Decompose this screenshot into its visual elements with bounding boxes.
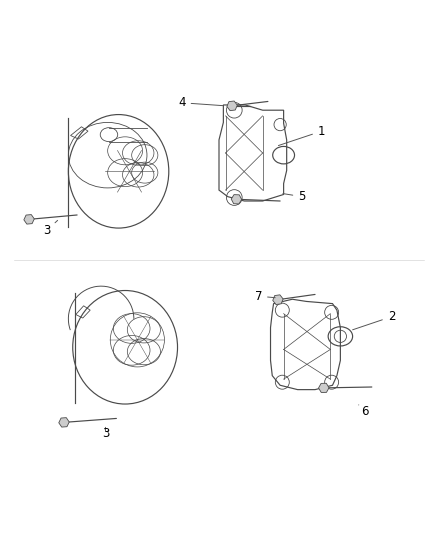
Polygon shape — [318, 383, 329, 392]
Text: 4: 4 — [178, 96, 223, 109]
Polygon shape — [59, 418, 69, 427]
Text: 7: 7 — [254, 290, 275, 303]
Text: 2: 2 — [353, 310, 395, 330]
Polygon shape — [231, 195, 242, 204]
Polygon shape — [24, 215, 34, 224]
Text: 3: 3 — [43, 220, 58, 237]
Polygon shape — [273, 295, 283, 304]
Text: 5: 5 — [283, 190, 306, 203]
Text: 1: 1 — [279, 125, 325, 146]
Text: 6: 6 — [359, 405, 369, 418]
Text: 3: 3 — [102, 427, 109, 440]
Polygon shape — [227, 101, 237, 111]
